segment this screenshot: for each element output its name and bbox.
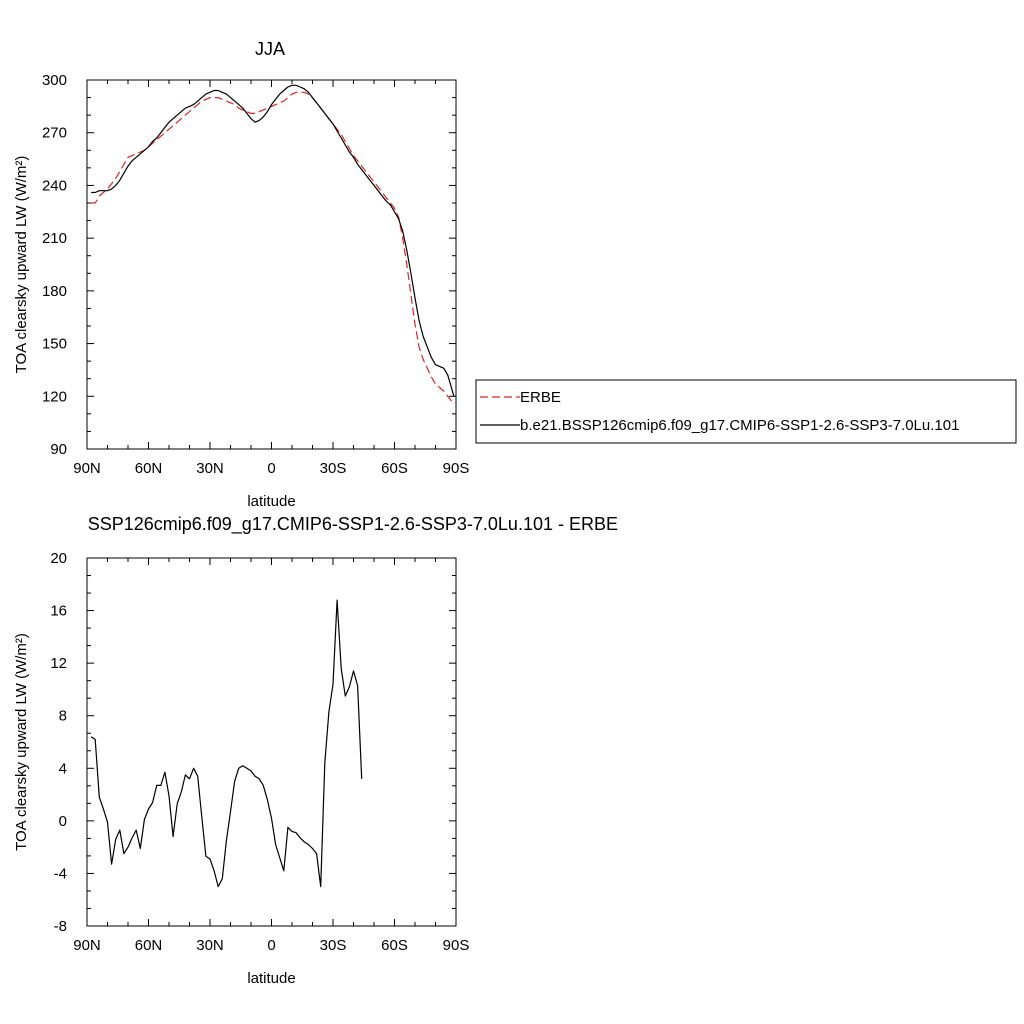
series-line-1 <box>90 599 363 888</box>
y-tick-label: 270 <box>42 125 67 142</box>
y-tick-label: 20 <box>50 550 67 567</box>
series-line-2 <box>91 84 455 397</box>
y-tick-label: 90 <box>50 441 67 458</box>
x-axis-title: latitude <box>247 493 295 510</box>
y-axis-title: TOA clearsky upward LW (W/m²) <box>13 633 30 851</box>
chart-title: SSP126cmip6.f09_g17.CMIP6-SSP1-2.6-SSP3-… <box>88 514 618 535</box>
y-tick-label: -8 <box>54 918 67 935</box>
plot-frame <box>86 79 457 450</box>
y-tick-label: 300 <box>42 72 67 89</box>
x-tick-label: 90S <box>443 937 470 954</box>
y-tick-label: 210 <box>42 230 67 247</box>
x-tick-label: 60S <box>381 460 408 477</box>
legend: ERBE b.e21.BSSP126cmip6.f09_g17.CMIP6-SSP… <box>475 379 1017 444</box>
y-tick-label: 120 <box>42 388 67 405</box>
y-tick-label: 4 <box>59 760 67 777</box>
chart-panel-2: -8 -4 0 4 8 12 16 20 90N 60N 30N 0 30S 60S 90S latitude… <box>13 514 618 987</box>
x-tick-label: 0 <box>267 460 275 477</box>
y-tick-label: 150 <box>42 336 67 353</box>
x-tick-label: 30N <box>196 460 224 477</box>
x-tick-label: 90N <box>73 937 101 954</box>
x-tick-label: 0 <box>267 937 275 954</box>
y-tick-label: 12 <box>50 655 67 672</box>
x-tick-label: 30N <box>196 937 224 954</box>
series-line-1 <box>91 91 453 402</box>
plot-frame <box>86 557 457 927</box>
x-tick-label: 30S <box>320 937 347 954</box>
legend-entry-label: b.e21.BSSP126cmip6.f09_g17.CMIP6-SSP1-2.… <box>520 417 959 434</box>
y-tick-label: 8 <box>59 708 67 725</box>
y-tick-label: 180 <box>42 283 67 300</box>
y-tick-label: -4 <box>54 865 67 882</box>
x-tick-label: 60N <box>135 937 163 954</box>
y-tick-label: 240 <box>42 177 67 194</box>
chart-title: JJA <box>255 39 285 59</box>
x-axis-title: latitude <box>247 970 295 987</box>
legend-entry-label: ERBE <box>520 389 561 406</box>
legend-box <box>475 379 1017 444</box>
y-tick-label: 16 <box>50 603 67 620</box>
chart-panel-1: 90 120 150 180 210 240 270 300 90N 60N 30N 0 30S 60S 9… <box>13 39 469 510</box>
x-tick-label: 60N <box>135 460 163 477</box>
x-tick-label: 30S <box>320 460 347 477</box>
x-tick-label: 90S <box>443 460 470 477</box>
x-tick-label: 60S <box>381 937 408 954</box>
x-tick-label: 90N <box>73 460 101 477</box>
y-tick-label: 0 <box>59 813 67 830</box>
y-axis-title: TOA clearsky upward LW (W/m²) <box>13 156 30 374</box>
